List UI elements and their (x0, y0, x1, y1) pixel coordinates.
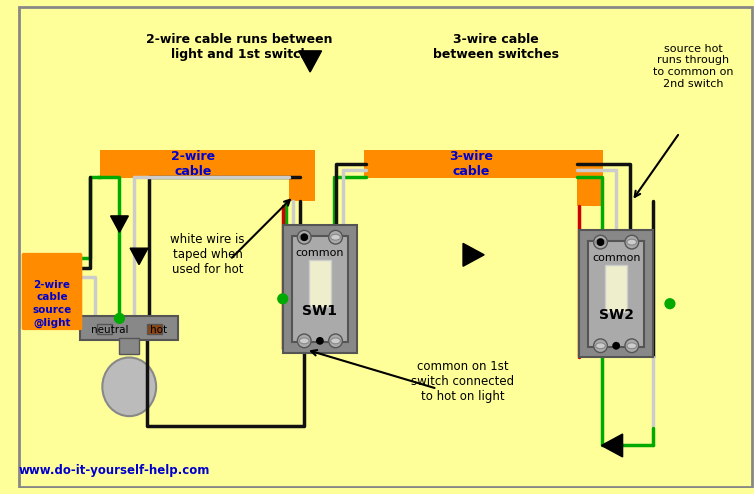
Ellipse shape (103, 358, 156, 416)
Polygon shape (111, 216, 128, 232)
Ellipse shape (627, 343, 636, 349)
Ellipse shape (596, 343, 605, 349)
Circle shape (329, 334, 342, 348)
Ellipse shape (596, 239, 605, 245)
Bar (579, 230, 653, 358)
Bar (147, 324, 161, 334)
Bar (97, 324, 112, 334)
Circle shape (625, 339, 639, 353)
FancyBboxPatch shape (22, 253, 82, 330)
Circle shape (297, 230, 311, 244)
Bar (100, 150, 315, 177)
Bar (309, 260, 331, 307)
Circle shape (316, 337, 323, 345)
Polygon shape (299, 51, 321, 72)
Ellipse shape (331, 338, 340, 344)
Text: 2-wire cable runs between
light and 1st switch: 2-wire cable runs between light and 1st … (146, 33, 333, 61)
Text: SW2: SW2 (599, 308, 633, 323)
Circle shape (278, 294, 287, 304)
Circle shape (115, 314, 124, 323)
Bar (292, 236, 348, 342)
Circle shape (593, 235, 607, 249)
Ellipse shape (331, 234, 340, 240)
Bar (588, 241, 645, 347)
Text: white wire is
taped when
used for hot: white wire is taped when used for hot (170, 233, 245, 276)
Circle shape (297, 334, 311, 348)
Polygon shape (602, 434, 623, 457)
Text: 2-wire
cable: 2-wire cable (170, 150, 215, 178)
Text: source
@light: source @light (32, 305, 72, 328)
Text: 2-wire
cable: 2-wire cable (33, 280, 71, 302)
Text: common: common (592, 253, 640, 263)
Polygon shape (130, 248, 148, 265)
Bar (364, 150, 603, 177)
Bar (605, 265, 627, 312)
Bar (577, 150, 603, 206)
Bar (289, 150, 315, 201)
Text: source hot
runs through
to common on
2nd switch: source hot runs through to common on 2nd… (653, 44, 734, 88)
Text: 3-wire cable
between switches: 3-wire cable between switches (433, 33, 559, 61)
Circle shape (596, 238, 605, 246)
Text: www.do-it-yourself-help.com: www.do-it-yourself-help.com (19, 464, 210, 477)
Circle shape (665, 299, 675, 309)
Ellipse shape (299, 338, 309, 344)
Circle shape (300, 233, 308, 241)
Bar (283, 225, 357, 353)
Text: hot: hot (150, 325, 167, 335)
Circle shape (329, 230, 342, 244)
Text: common on 1st
switch connected
to hot on light: common on 1st switch connected to hot on… (411, 361, 514, 404)
Text: SW1: SW1 (302, 303, 337, 318)
Text: 3-wire
cable: 3-wire cable (449, 150, 493, 178)
Circle shape (625, 235, 639, 249)
Bar (81, 317, 178, 340)
Text: neutral: neutral (91, 325, 128, 335)
Text: common: common (296, 248, 344, 258)
Polygon shape (463, 244, 484, 266)
Bar (119, 338, 139, 354)
Ellipse shape (299, 234, 309, 240)
Circle shape (593, 339, 607, 353)
Circle shape (612, 342, 620, 350)
Ellipse shape (627, 239, 636, 245)
